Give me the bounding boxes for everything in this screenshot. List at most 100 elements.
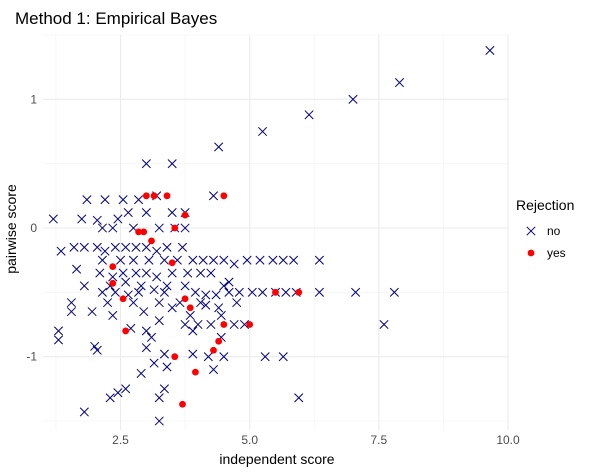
point-no: [90, 341, 100, 351]
y-tick-label: -1: [26, 350, 37, 364]
point-no: [141, 268, 151, 278]
legend-label-yes: yes: [547, 246, 566, 260]
point-yes: [210, 346, 217, 354]
point-yes: [295, 288, 303, 296]
point-no: [134, 287, 144, 297]
point-no: [196, 268, 206, 278]
point-no: [108, 310, 118, 321]
point-no: [53, 326, 64, 336]
y-tick-label: 0: [30, 221, 37, 235]
point-no: [162, 362, 172, 372]
point-no: [92, 242, 102, 252]
point-no: [141, 242, 151, 252]
point-no: [100, 195, 110, 205]
point-yes: [171, 353, 179, 361]
point-no: [185, 310, 195, 321]
point-no: [201, 300, 211, 310]
point-no: [66, 307, 76, 317]
point-yes: [220, 321, 228, 328]
point-no: [77, 214, 87, 224]
x-tick-label: 5.0: [241, 433, 258, 447]
point-no: [66, 298, 76, 308]
point-yes: [163, 192, 171, 200]
legend-key-no: [526, 226, 536, 236]
point-no: [103, 298, 113, 308]
point-no: [123, 208, 133, 218]
point-no: [136, 368, 146, 378]
point-no: [188, 255, 198, 265]
point-yes: [246, 321, 254, 328]
point-yes: [186, 304, 194, 312]
point-no: [180, 319, 190, 330]
point-no: [294, 393, 304, 403]
point-no: [154, 416, 164, 426]
point-no: [56, 246, 66, 256]
point-no: [159, 255, 169, 265]
point-no: [149, 285, 159, 295]
point-no: [234, 287, 244, 297]
point-no: [154, 393, 164, 403]
point-no: [128, 255, 138, 265]
point-no: [211, 290, 221, 300]
point-no: [100, 246, 110, 256]
point-no: [255, 255, 265, 265]
point-yes: [220, 192, 228, 200]
point-no: [152, 246, 162, 256]
point-no: [82, 195, 92, 205]
point-yes: [142, 192, 150, 200]
point-no: [87, 307, 97, 317]
point-no: [79, 407, 89, 417]
x-tick-label: 7.5: [370, 433, 387, 447]
point-no: [144, 255, 154, 265]
point-no: [141, 159, 151, 169]
point-no: [216, 310, 226, 321]
point-no: [188, 349, 198, 359]
point-no: [121, 242, 131, 252]
point-no: [162, 242, 172, 252]
point-yes: [119, 295, 127, 303]
point-no: [180, 223, 190, 233]
point-no: [141, 343, 151, 353]
point-yes: [171, 224, 179, 232]
point-no: [121, 384, 131, 394]
point-no: [289, 255, 299, 265]
legend-label-no: no: [547, 224, 561, 238]
point-no: [167, 159, 177, 169]
point-no: [97, 255, 107, 265]
point-no: [97, 223, 107, 233]
point-no: [180, 281, 190, 291]
point-no: [154, 223, 164, 233]
point-no: [260, 352, 270, 362]
point-no: [95, 268, 105, 278]
point-no: [219, 281, 229, 291]
x-axis-title: independent score: [219, 451, 334, 467]
point-no: [113, 388, 123, 398]
point-no: [314, 255, 324, 265]
point-no: [149, 358, 159, 368]
point-no: [183, 268, 193, 278]
point-no: [159, 384, 169, 394]
point-no: [134, 195, 144, 205]
point-yes: [181, 211, 189, 219]
point-no: [162, 281, 172, 291]
point-no: [268, 255, 278, 265]
point-yes: [179, 400, 186, 408]
point-no: [232, 298, 242, 308]
point-no: [229, 259, 239, 269]
point-no: [193, 319, 203, 330]
point-no: [281, 287, 291, 297]
point-no: [146, 332, 157, 342]
point-yes: [181, 295, 189, 303]
point-no: [208, 255, 219, 265]
point-no: [131, 268, 141, 278]
point-no: [167, 208, 177, 218]
axis-ticks: 2.5 5.0 7.5 10.0 -1 0 1: [26, 92, 520, 447]
point-yes: [168, 259, 176, 267]
point-no: [278, 352, 288, 362]
point-no: [69, 242, 79, 252]
point-no: [229, 319, 239, 330]
point-no: [105, 393, 115, 403]
point-no: [152, 272, 162, 282]
point-no: [314, 287, 324, 297]
